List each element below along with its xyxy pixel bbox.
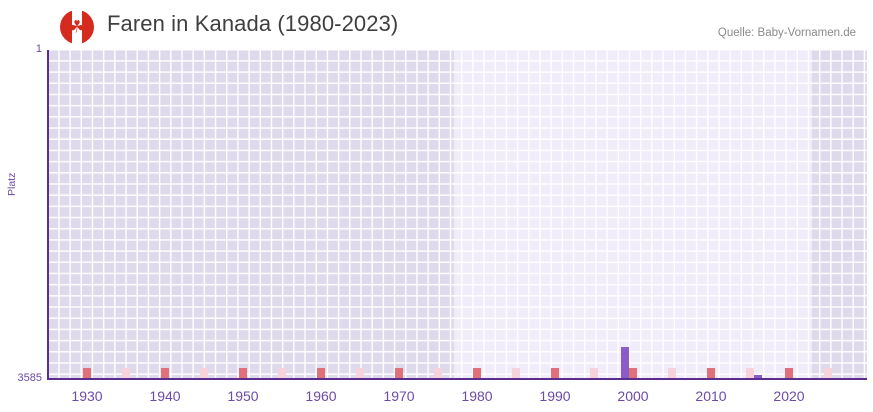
baseline-marker-minor — [824, 368, 832, 379]
baseline-marker-minor — [746, 368, 754, 379]
flag-band-right — [82, 10, 94, 44]
y-axis-line — [47, 50, 49, 380]
y-tick-label: 1 — [35, 43, 42, 55]
source-attribution: Quelle: Baby-Vornamen.de — [717, 27, 856, 39]
x-tick-label: 1960 — [305, 388, 337, 404]
x-tick-label: 2010 — [695, 388, 727, 404]
y-tick-label: 3585 — [17, 372, 42, 384]
canada-flag-icon: ☘ — [60, 10, 94, 44]
grid-lines — [48, 50, 867, 379]
x-tick-label: 1970 — [383, 388, 415, 404]
data-bar[interactable] — [621, 347, 630, 379]
baseline-marker-major — [161, 368, 169, 379]
x-tick-label: 1930 — [71, 388, 103, 404]
x-tick-label: 1940 — [149, 388, 181, 404]
baseline-marker-minor — [668, 368, 676, 379]
baseline-marker-major — [473, 368, 481, 379]
baseline-marker-minor — [122, 368, 130, 379]
x-tick-label: 2000 — [617, 388, 649, 404]
baseline-marker-minor — [434, 368, 442, 379]
baseline-marker-major — [395, 368, 403, 379]
baseline-marker-minor — [356, 368, 364, 379]
baseline-marker-major — [785, 368, 793, 379]
flag-band-left — [60, 10, 72, 44]
plot-area — [48, 50, 867, 379]
x-tick-label: 1980 — [461, 388, 493, 404]
baseline-marker-minor — [278, 368, 286, 379]
baseline-marker-major — [239, 368, 247, 379]
baseline-marker-minor — [200, 368, 208, 379]
data-bar[interactable] — [753, 374, 762, 379]
y-axis-title: Platz — [6, 172, 18, 196]
baseline-marker-major — [317, 368, 325, 379]
baseline-marker-major — [551, 368, 559, 379]
x-axis-line — [47, 378, 867, 380]
maple-leaf-icon: ☘ — [69, 17, 85, 37]
baseline-marker-major — [83, 368, 91, 379]
baseline-marker-minor — [590, 368, 598, 379]
baseline-marker-minor — [512, 368, 520, 379]
x-tick-label: 2020 — [773, 388, 805, 404]
x-tick-label: 1950 — [227, 388, 259, 404]
baseline-marker-major — [629, 368, 637, 379]
x-tick-label: 1990 — [539, 388, 571, 404]
baseline-marker-major — [707, 368, 715, 379]
page-title: Faren in Kanada (1980-2023) — [107, 11, 399, 36]
